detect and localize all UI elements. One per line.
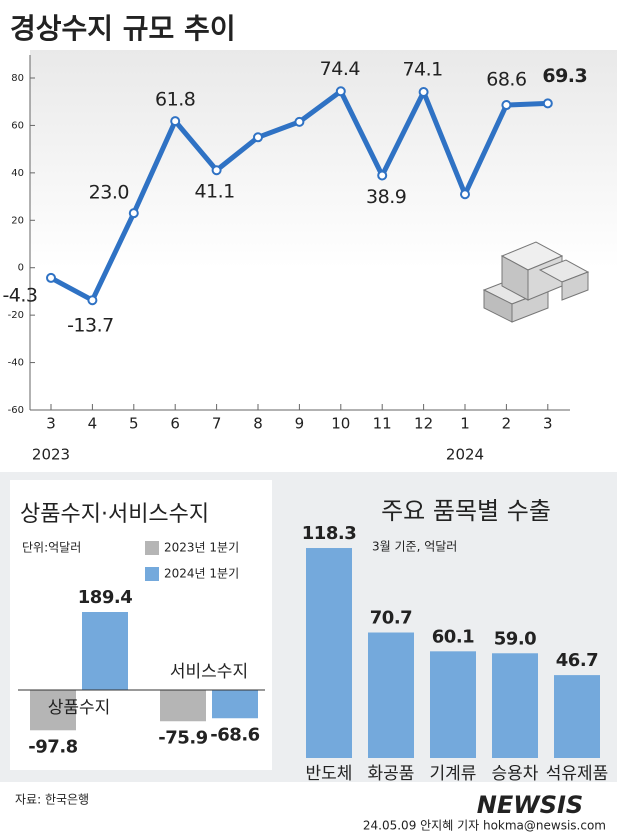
data-label: -75.9 <box>158 727 207 748</box>
point <box>253 132 263 143</box>
bar <box>492 653 538 758</box>
category-label: 기계류 <box>430 764 477 784</box>
point <box>335 86 346 97</box>
bar <box>212 690 258 719</box>
chart-title: 경상수지 규모 추이 <box>10 12 236 45</box>
x-tick-label: 4 <box>88 415 98 433</box>
chart-title: 상품수지·서비스수지 <box>20 502 209 527</box>
point <box>460 189 470 200</box>
data-label: 61.8 <box>155 89 195 111</box>
money-icon <box>482 241 590 323</box>
data-label: 118.3 <box>302 523 356 544</box>
point <box>418 86 429 97</box>
y-tick-label: 20 <box>11 215 24 226</box>
data-label: 60.1 <box>432 626 474 647</box>
category-label: 상품수지 <box>48 698 111 718</box>
bar <box>82 612 128 690</box>
data-label: 69.3 <box>542 65 587 87</box>
legend-label: 2023년 1분기 <box>164 541 239 555</box>
y-tick-label: -40 <box>8 358 24 369</box>
point <box>211 165 222 176</box>
point <box>170 116 181 127</box>
x-tick-label: 10 <box>331 415 350 433</box>
x-tick-label: 1 <box>460 415 470 433</box>
year-label: 2023 <box>32 446 70 464</box>
data-label: 74.4 <box>320 58 361 80</box>
x-tick-label: 3 <box>543 415 553 433</box>
data-label: 70.7 <box>370 608 412 629</box>
bar <box>368 632 414 758</box>
data-label: 41.1 <box>194 181 234 203</box>
x-tick-label: 9 <box>295 415 305 433</box>
credit: 24.05.09 안지혜 기자 hokma@newsis.com <box>363 819 606 833</box>
data-label: -68.6 <box>210 724 259 745</box>
legend-swatch <box>145 541 159 555</box>
point <box>46 272 56 283</box>
y-tick-label: 40 <box>11 168 24 179</box>
point <box>87 295 98 306</box>
point <box>294 116 305 127</box>
data-label: 68.6 <box>486 69 526 91</box>
category-label: 승용차 <box>492 764 539 784</box>
point <box>542 98 553 109</box>
category-label: 석유제품 <box>546 764 609 784</box>
x-tick-label: 6 <box>170 415 180 433</box>
y-tick-label: -60 <box>8 405 24 416</box>
data-label: -13.7 <box>67 315 114 337</box>
data-label: 38.9 <box>366 186 406 208</box>
chart-subtitle: 3월 기준, 억달러 <box>372 540 457 554</box>
plot-background <box>30 50 617 268</box>
data-label: -4.3 <box>2 284 37 306</box>
unit-label: 단위:억달러 <box>22 541 81 555</box>
y-tick-label: 80 <box>11 73 24 84</box>
bar <box>306 548 352 758</box>
bar <box>430 651 476 758</box>
bar <box>160 690 206 722</box>
point <box>377 170 388 181</box>
category-label: 반도체 <box>306 764 353 784</box>
y-tick-label: 60 <box>11 120 24 131</box>
point <box>501 100 512 111</box>
data-label: -97.8 <box>28 736 77 757</box>
point <box>128 208 139 219</box>
logo: NEWSIS <box>477 791 583 819</box>
data-label: 189.4 <box>78 587 132 608</box>
bar <box>554 675 600 758</box>
x-tick-label: 12 <box>414 415 433 433</box>
data-label: 46.7 <box>556 650 598 671</box>
y-tick-label: -20 <box>8 310 24 321</box>
bar <box>30 690 76 731</box>
legend-label: 2024년 1분기 <box>164 567 239 581</box>
x-tick-label: 2 <box>502 415 512 433</box>
x-tick-label: 11 <box>373 415 392 433</box>
chart-title: 주요 품목별 수출 <box>381 497 551 525</box>
data-label: 23.0 <box>89 182 129 204</box>
y-tick-label: 0 <box>18 263 24 274</box>
source: 자료: 한국은행 <box>15 792 89 807</box>
x-tick-label: 7 <box>212 415 222 433</box>
x-tick-label: 5 <box>129 415 139 433</box>
year-label: 2024 <box>446 446 484 464</box>
data-label: 59.0 <box>494 628 536 649</box>
x-tick-label: 3 <box>46 415 56 433</box>
data-label: 74.1 <box>402 58 442 80</box>
category-label: 서비스수지 <box>170 662 248 682</box>
x-tick-label: 8 <box>253 415 263 433</box>
legend-swatch <box>145 567 159 581</box>
category-label: 화공품 <box>368 764 415 784</box>
